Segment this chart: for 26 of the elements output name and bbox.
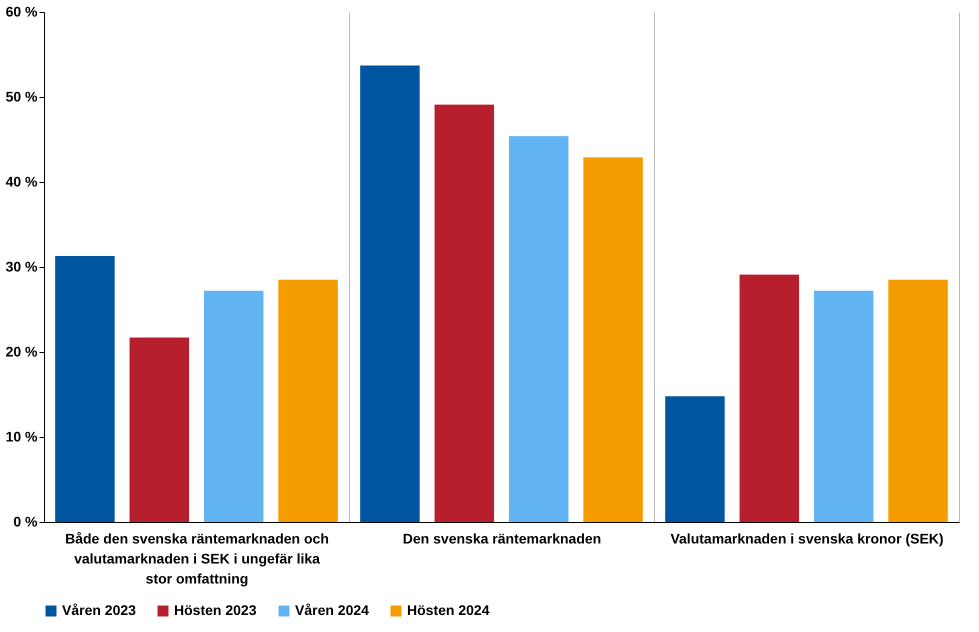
- bar: [130, 338, 190, 522]
- y-tick-label: 20 %: [6, 344, 38, 360]
- y-tick-label: 40 %: [6, 174, 38, 190]
- bar: [204, 290, 264, 522]
- legend-label: Våren 2023: [62, 602, 136, 618]
- y-tick-label: 60 %: [6, 4, 38, 20]
- legend-label: Hösten 2023: [174, 602, 257, 618]
- legend-label: Hösten 2024: [407, 602, 490, 618]
- bar: [665, 396, 725, 522]
- bar: [508, 136, 568, 522]
- bar: [360, 66, 420, 522]
- x-tick-label: Både den svenska räntemarknaden och valutamarknaden i SEK i ungefär lika stor omfattning: [65, 530, 329, 586]
- y-tick-label: 50 %: [6, 88, 38, 104]
- y-tick-label: 10 %: [6, 428, 38, 444]
- y-tick-label: 30 %: [6, 258, 38, 274]
- bar: [278, 280, 338, 522]
- bar: [740, 274, 800, 522]
- legend-label: Våren 2024: [295, 602, 370, 618]
- x-tick-label: Den svenska räntemarknaden: [402, 530, 602, 546]
- bar: [55, 256, 115, 522]
- bar: [814, 290, 874, 522]
- y-tick-label: 0 %: [13, 514, 38, 530]
- bar: [888, 280, 948, 522]
- x-tick-label: Valutamarknaden i svenska kronor (SEK): [670, 530, 944, 546]
- bar: [583, 157, 643, 522]
- bar: [434, 104, 494, 522]
